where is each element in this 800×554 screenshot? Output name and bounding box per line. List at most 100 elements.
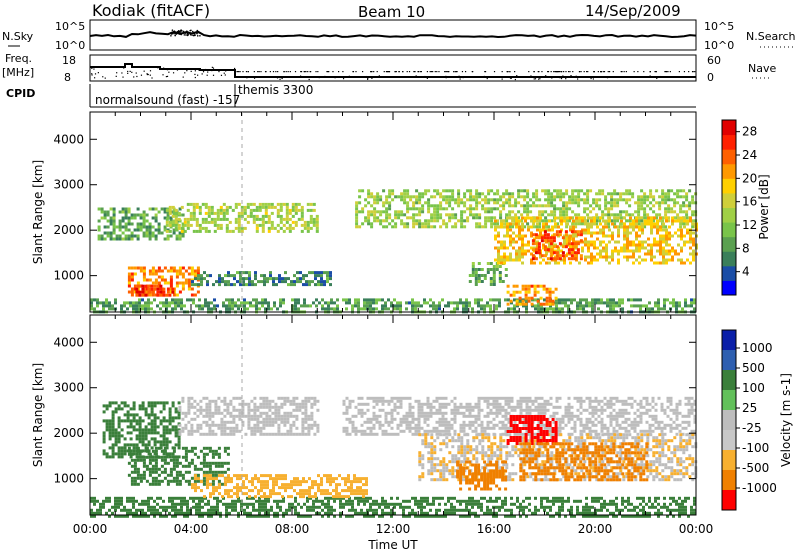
data-cell — [691, 198, 695, 202]
data-cell — [367, 216, 371, 220]
data-cell — [187, 396, 191, 400]
data-cell — [330, 301, 333, 305]
data-cell — [147, 514, 150, 518]
data-cell — [219, 208, 223, 212]
data-cell — [399, 505, 402, 509]
data-cell — [219, 511, 222, 515]
data-cell — [112, 228, 116, 232]
data-cell — [258, 205, 262, 209]
data-cell — [208, 429, 212, 433]
data-cell — [254, 274, 257, 278]
data-cell — [263, 277, 266, 281]
data-cell — [253, 411, 257, 415]
data-cell — [651, 307, 654, 311]
data-cell — [636, 505, 639, 509]
data-cell — [246, 505, 249, 509]
data-cell — [258, 496, 261, 500]
data-cell — [478, 201, 482, 205]
data-cell — [685, 192, 689, 196]
data-cell — [635, 249, 638, 253]
data-cell — [517, 216, 521, 220]
data-cell — [618, 508, 621, 512]
data-cell — [144, 437, 148, 441]
data-cell — [474, 301, 477, 305]
data-cell — [432, 502, 435, 506]
data-cell — [565, 219, 569, 223]
data-cell — [497, 252, 500, 256]
data-cell — [141, 449, 145, 453]
data-cell — [114, 499, 117, 503]
data-cell — [637, 198, 641, 202]
data-cell — [678, 505, 681, 509]
nave-dot — [426, 71, 429, 73]
data-cell — [126, 410, 130, 414]
colorbar-block — [722, 222, 736, 238]
data-cell — [618, 511, 621, 515]
data-cell — [117, 437, 121, 441]
data-cell — [204, 511, 207, 515]
data-cell — [562, 210, 566, 214]
data-cell — [536, 290, 540, 294]
data-cell — [106, 231, 110, 235]
data-cell — [549, 242, 553, 246]
nave-dot — [462, 76, 464, 79]
nave-dot — [456, 71, 458, 73]
data-cell — [617, 261, 620, 265]
data-cell — [480, 304, 483, 308]
data-cell — [387, 502, 390, 506]
data-cell — [679, 204, 683, 208]
data-cell — [567, 508, 570, 512]
data-cell — [469, 192, 473, 196]
data-cell — [551, 299, 555, 303]
data-cell — [543, 236, 547, 240]
data-cell — [234, 505, 237, 509]
data-cell — [135, 290, 139, 294]
data-cell — [265, 399, 269, 403]
data-cell — [420, 511, 423, 515]
data-cell — [581, 219, 584, 223]
data-cell — [535, 198, 539, 202]
data-cell — [609, 499, 612, 503]
data-cell — [218, 280, 221, 284]
data-cell — [631, 195, 635, 199]
data-cell — [103, 237, 107, 241]
data-cell — [329, 271, 332, 275]
data-cell — [345, 499, 348, 503]
data-cell — [409, 207, 413, 211]
data-cell — [649, 201, 653, 205]
data-cell — [196, 479, 200, 483]
data-cell — [575, 234, 578, 238]
data-cell — [208, 408, 212, 412]
data-cell — [577, 204, 581, 208]
data-cell — [253, 432, 257, 436]
data-cell — [255, 307, 258, 311]
data-cell — [636, 304, 639, 308]
nave-dot — [362, 71, 364, 73]
nave-dot — [371, 77, 373, 79]
data-cell — [574, 222, 578, 226]
data-cell — [150, 407, 154, 411]
data-cell — [239, 271, 242, 275]
data-cell — [548, 219, 551, 223]
nave-dot — [493, 71, 496, 73]
data-cell — [558, 301, 561, 305]
data-cell — [607, 213, 611, 217]
data-cell — [312, 508, 315, 512]
data-cell — [130, 293, 134, 297]
data-cell — [438, 502, 441, 506]
data-cell — [426, 502, 429, 506]
data-cell — [583, 216, 587, 220]
data-cell — [120, 499, 123, 503]
data-cell — [536, 228, 539, 232]
data-cell — [166, 461, 170, 465]
data-cell — [399, 307, 402, 311]
data-cell — [225, 229, 229, 233]
nave-dot — [607, 71, 609, 73]
data-cell — [648, 511, 651, 515]
data-cell — [650, 243, 653, 247]
data-cell — [154, 272, 158, 276]
data-cell — [226, 461, 230, 465]
data-cell — [154, 479, 158, 483]
data-cell — [469, 204, 473, 208]
data-cell — [201, 304, 204, 308]
